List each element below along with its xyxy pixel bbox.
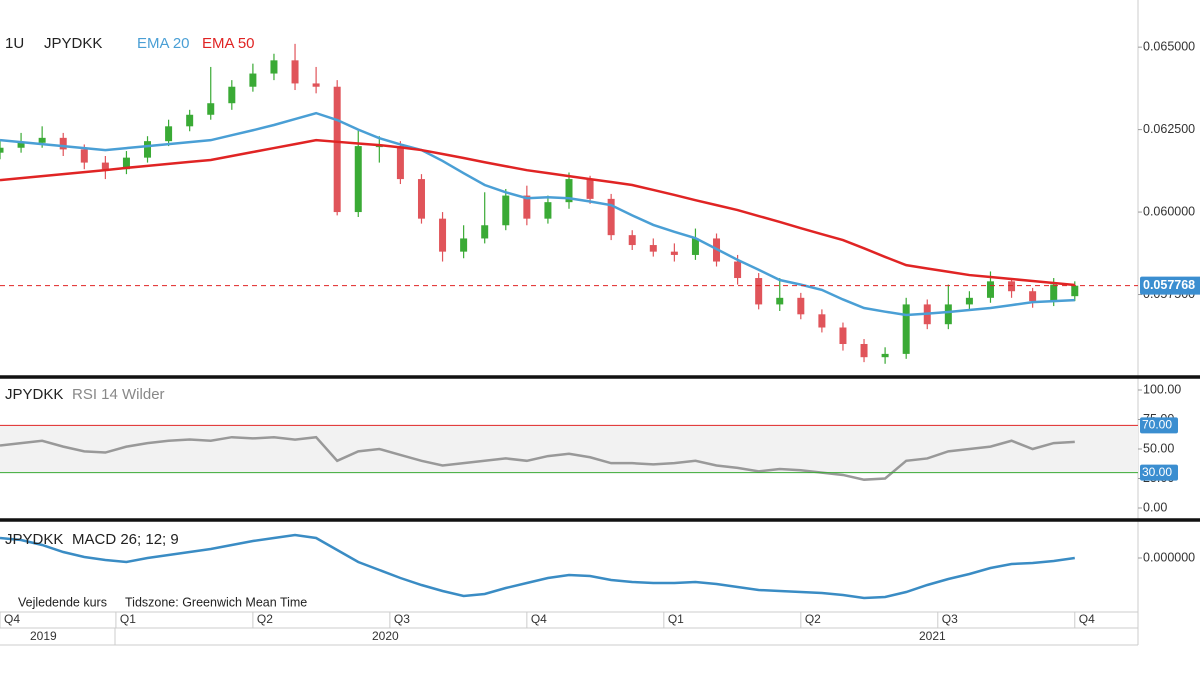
y-tick-label: 0.00 <box>1143 500 1167 514</box>
candle-body <box>965 297 973 305</box>
plot-layer <box>0 43 1138 600</box>
candle-body <box>1008 281 1016 292</box>
line <box>0 111 1075 317</box>
candle-body <box>396 146 404 180</box>
candle-body <box>122 157 130 170</box>
last-price-box <box>1140 276 1200 295</box>
candle-body <box>670 251 678 255</box>
candle-body <box>291 60 299 84</box>
last-price-label: 0.057768 <box>1143 278 1195 292</box>
year-label: 2021 <box>919 629 946 643</box>
candle-body <box>354 146 362 213</box>
y-tick-label: 0.062500 <box>1143 122 1195 136</box>
candle-body <box>59 137 67 150</box>
candle-body <box>902 304 910 354</box>
candle-body <box>755 278 763 305</box>
candle-body <box>691 238 699 255</box>
x-tick-label: Q1 <box>120 612 136 626</box>
candle-body <box>628 235 636 246</box>
candle-body <box>607 198 615 236</box>
indicator-name: RSI 14 Wilder <box>72 386 165 403</box>
candle-body <box>439 218 447 252</box>
candle-body <box>0 147 4 153</box>
candle-body <box>565 179 573 203</box>
legend-entry: EMA 20 <box>137 35 190 52</box>
candle-body <box>1029 291 1037 302</box>
candle-body <box>481 225 489 239</box>
candle-body <box>270 60 278 74</box>
candle-body <box>776 297 784 305</box>
x-tick-label: Q1 <box>668 612 684 626</box>
candle-body <box>544 202 552 219</box>
x-tick-label: Q2 <box>805 612 821 626</box>
candle-body <box>1071 285 1079 297</box>
x-tick-label: Q2 <box>257 612 273 626</box>
level-band <box>0 425 1138 473</box>
candle-body <box>228 86 236 104</box>
candle-body <box>165 126 173 142</box>
candle-body <box>1050 284 1058 302</box>
x-tick-label: Q3 <box>394 612 410 626</box>
candle-body <box>460 238 468 252</box>
candle-body <box>649 245 657 252</box>
footer-note: Vejledende kurs <box>18 595 107 609</box>
x-tick-label: Q4 <box>531 612 547 626</box>
symbol: JPYDKK <box>5 386 63 403</box>
candle-body <box>839 327 847 344</box>
candle-body <box>881 353 889 358</box>
candle-body <box>986 281 994 298</box>
candle-body <box>38 137 46 143</box>
symbol: JPYDKK <box>5 531 63 548</box>
legend-entry: EMA 50 <box>202 35 255 52</box>
interval: 1U <box>5 35 24 52</box>
y-tick-label: 0.000000 <box>1143 550 1195 564</box>
year-label: 2020 <box>372 629 399 643</box>
line <box>0 138 1075 287</box>
candle-body <box>375 146 383 148</box>
y-tick-label: 0.065000 <box>1143 39 1195 53</box>
candle-body <box>249 73 257 87</box>
y-tick-label: 0.060000 <box>1143 204 1195 218</box>
timezone-note: Tidszone: Greenwich Mean Time <box>125 595 307 609</box>
candle-body <box>734 261 742 279</box>
year-label: 2019 <box>30 629 57 643</box>
candle-body <box>333 86 341 213</box>
line <box>0 435 1075 481</box>
y-tick-label: 100.00 <box>1143 382 1181 396</box>
x-tick-label: Q4 <box>1079 612 1095 626</box>
symbol: JPYDKK <box>44 35 102 52</box>
indicator-name: MACD 26; 12; 9 <box>72 531 179 548</box>
candle-body <box>818 314 826 328</box>
x-tick-label: Q3 <box>942 612 958 626</box>
candle-body <box>80 149 88 163</box>
candle-body <box>523 195 531 219</box>
candle-body <box>186 114 194 127</box>
candle-body <box>312 83 320 87</box>
candle-body <box>860 343 868 358</box>
candle-body <box>797 297 805 315</box>
level-label: 70.00 <box>1142 418 1172 432</box>
level-box <box>1140 464 1178 481</box>
line <box>0 533 1075 600</box>
level-label: 30.00 <box>1142 465 1172 479</box>
candle-body <box>417 179 425 219</box>
candle-body <box>502 195 510 226</box>
x-tick-label: Q4 <box>4 612 20 626</box>
candle-body <box>101 162 109 170</box>
plot-area <box>0 43 1138 600</box>
level-box <box>1140 417 1178 434</box>
candle-body <box>17 142 25 148</box>
candle-body <box>207 103 215 115</box>
candle-body <box>144 141 152 158</box>
candle-body <box>944 304 952 325</box>
candle-body <box>586 179 594 199</box>
y-tick-label: 50.00 <box>1143 441 1174 455</box>
